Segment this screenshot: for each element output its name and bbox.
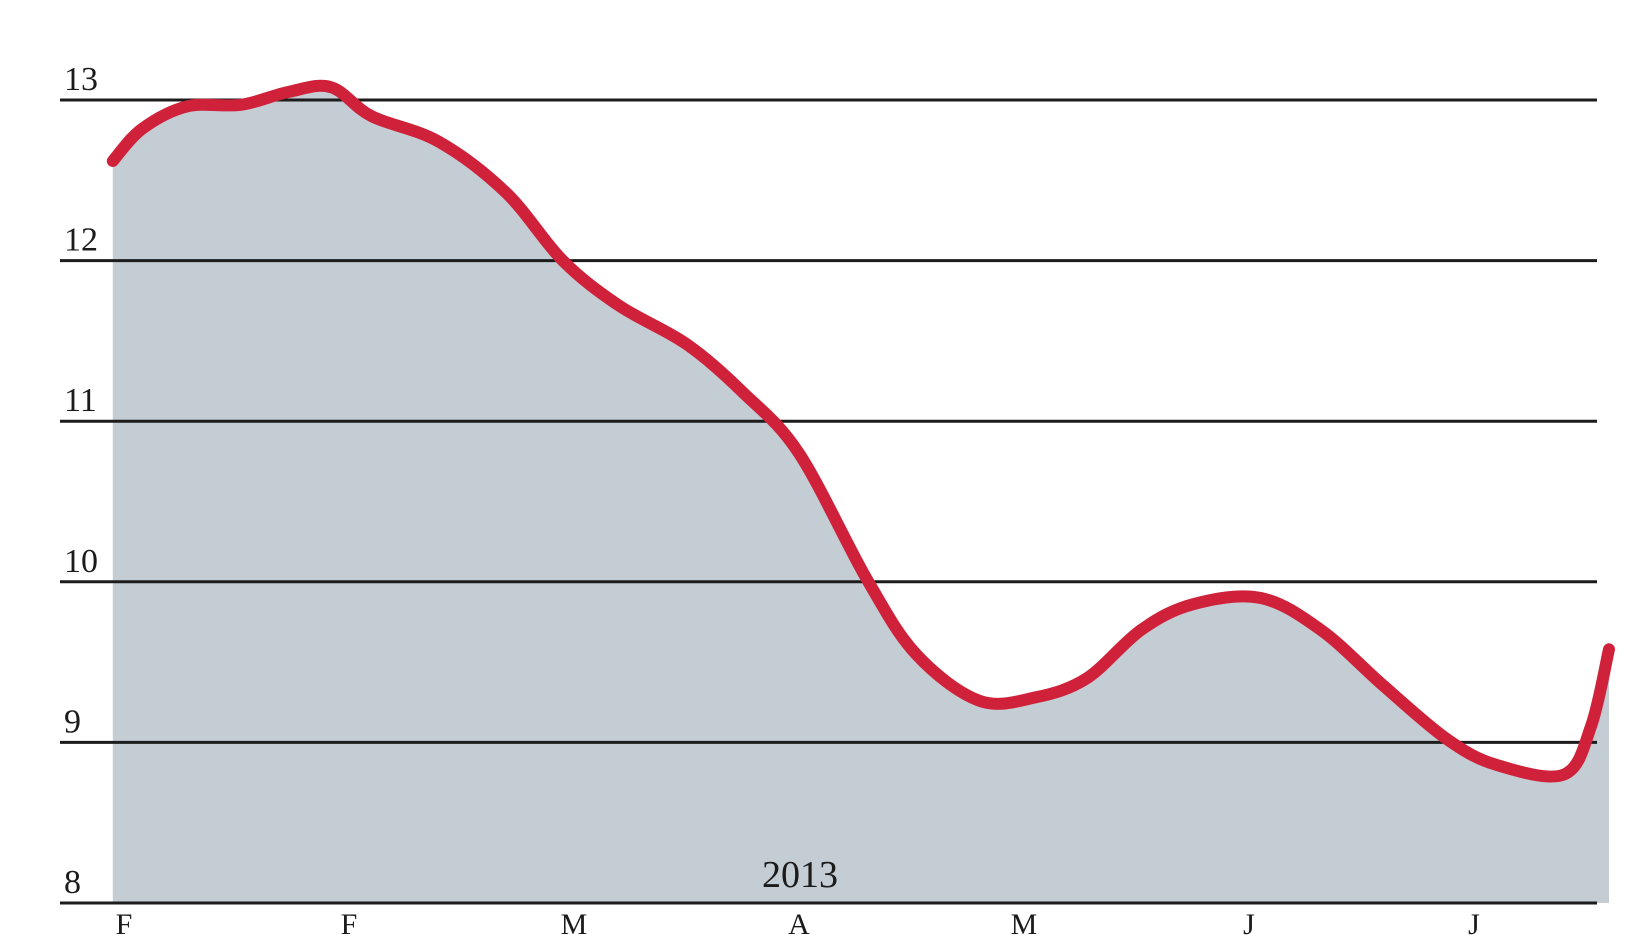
grid-layer xyxy=(60,98,1597,905)
line-layer xyxy=(106,79,1615,783)
x-tick-label: M xyxy=(561,908,588,935)
x-tick-label: J xyxy=(1468,908,1480,935)
series-line xyxy=(106,79,1615,783)
y-tick-label: 10 xyxy=(64,543,98,580)
series-area xyxy=(112,85,1609,903)
y-tick-label: 12 xyxy=(64,222,98,259)
y-tick-label: 8 xyxy=(64,864,81,901)
x-tick-label: A xyxy=(788,908,810,935)
area-layer xyxy=(112,85,1609,903)
x-tick-label: F xyxy=(341,908,358,935)
y-axis-labels: 13 12 11 10 9 8 xyxy=(64,61,98,901)
year-label: 2013 xyxy=(762,854,838,896)
y-tick-label: 9 xyxy=(64,703,81,740)
x-tick-label: M xyxy=(1011,908,1038,935)
y-tick-label: 13 xyxy=(64,61,98,98)
x-tick-label: F xyxy=(116,908,133,935)
x-tick-label: J xyxy=(1243,908,1255,935)
y-tick-label: 11 xyxy=(64,382,97,419)
